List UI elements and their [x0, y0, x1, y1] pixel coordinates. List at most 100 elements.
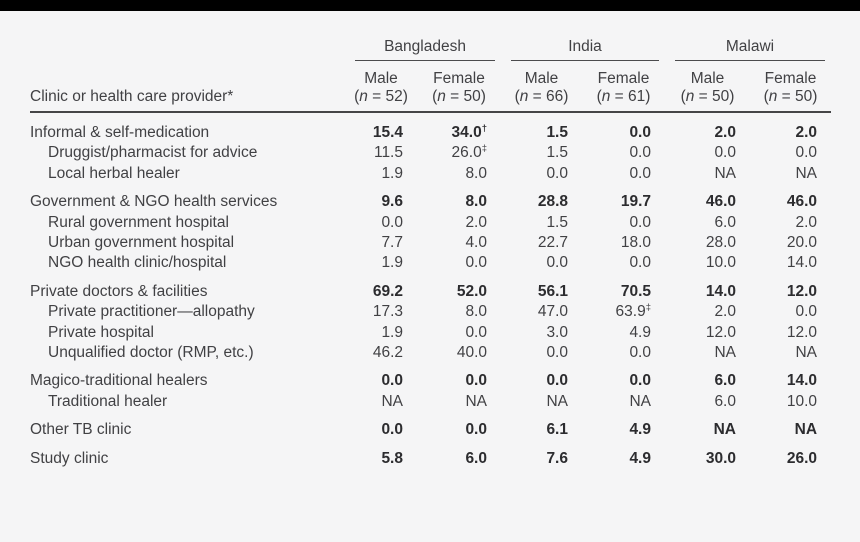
- value-cell: 6.0: [714, 213, 736, 231]
- value-cell: 28.0: [705, 234, 736, 252]
- table-row: Traditional healer NA NA NA NA 6.0 10.0: [30, 392, 831, 412]
- value-cell: 7.6: [546, 449, 568, 467]
- value-cell: 46.0: [786, 193, 818, 211]
- table-row: Informal & self-medication 15.4 34.0† 1.5 0.…: [30, 112, 831, 143]
- n-label: (n = 61): [596, 87, 651, 105]
- table-row: Local herbal healer 1.9 8.0 0.0 0.0 NA NA: [30, 164, 831, 184]
- value-cell: 7.7: [381, 234, 403, 252]
- footnote-marker: ‡: [481, 143, 487, 155]
- value-cell: NA: [713, 421, 736, 439]
- value-cell: NA: [794, 421, 818, 439]
- row-label: Government & NGO health services: [30, 193, 278, 211]
- table-row: NGO health clinic/hospital 1.9 0.0 0.0 0.0 10…: [30, 253, 831, 273]
- table-row: Unqualified doctor (RMP, etc.) 46.2 40.0 0.…: [30, 343, 831, 363]
- value-cell: 6.0: [714, 372, 736, 390]
- value-cell: 34.0†: [451, 122, 487, 141]
- table-row: Private doctors & facilities 69.2 52.0 56.1…: [30, 274, 831, 302]
- footnote-marker: †: [481, 122, 487, 134]
- table-row: Urban government hospital 7.7 4.0 22.7 18.0 2…: [30, 233, 831, 253]
- value-cell: 0.0: [465, 323, 487, 341]
- value-cell: 30.0: [705, 449, 736, 467]
- value-cell: 3.0: [546, 323, 568, 341]
- value-cell: 0.0: [381, 421, 403, 439]
- table-row: Rural government hospital 0.0 2.0 1.5 0.0 6.0…: [30, 213, 831, 233]
- value-cell: 0.0: [465, 254, 487, 272]
- col-header-india-male: Male (n = 66): [501, 61, 582, 113]
- row-label: Informal & self-medication: [30, 124, 210, 141]
- value-cell: 0.0: [546, 372, 568, 390]
- col-header-india-female: Female (n = 61): [582, 61, 665, 113]
- value-cell: NA: [381, 392, 403, 410]
- table-row: Private practitioner—allopathy 17.3 8.0 47.…: [30, 302, 831, 322]
- value-cell: 4.0: [465, 234, 487, 252]
- value-cell: 1.9: [381, 323, 403, 341]
- value-cell: 70.5: [620, 282, 651, 300]
- n-label: (n = 50): [432, 87, 486, 105]
- value-cell: 0.0: [629, 164, 651, 182]
- value-cell: 6.1: [546, 421, 568, 439]
- table-row: Private hospital 1.9 0.0 3.0 4.9 12.0 12.0: [30, 323, 831, 343]
- value-cell: 1.5: [546, 144, 568, 162]
- sex-label: Female: [433, 70, 485, 87]
- sex-label: Female: [764, 70, 817, 87]
- value-cell: 10.0: [705, 254, 736, 272]
- value-cell: 52.0: [456, 282, 487, 300]
- country-label: Malawi: [675, 38, 826, 61]
- value-cell: 19.7: [620, 193, 651, 211]
- value-cell: 6.0: [714, 392, 736, 410]
- n-label: (n = 50): [763, 87, 818, 105]
- footnote-marker: ‡: [645, 302, 651, 314]
- row-label: Urban government hospital: [48, 234, 235, 252]
- corner-cell: [30, 33, 345, 61]
- value-cell: 20.0: [786, 234, 818, 252]
- value-cell: NA: [465, 392, 487, 410]
- country-header-india: India: [501, 33, 665, 61]
- row-label: Traditional healer: [48, 392, 168, 410]
- value-cell: NA: [629, 392, 651, 410]
- value-cell: 46.0: [705, 193, 736, 211]
- row-label: Private doctors & facilities: [30, 282, 208, 300]
- value-cell: 0.0: [795, 144, 818, 162]
- row-label: Unqualified doctor (RMP, etc.): [48, 344, 254, 362]
- value-cell: 1.9: [381, 254, 403, 272]
- col-header-bangladesh-female: Female (n = 50): [417, 61, 501, 113]
- value-cell: NA: [546, 392, 568, 410]
- value-cell: 2.0: [465, 213, 487, 231]
- row-label: NGO health clinic/hospital: [48, 254, 227, 272]
- value-cell: 40.0: [456, 344, 487, 362]
- value-cell: 2.0: [714, 124, 736, 141]
- row-label: Rural government hospital: [48, 213, 229, 231]
- table-row: Study clinic 5.8 6.0 7.6 4.9 30.0 26.0: [30, 441, 831, 469]
- sex-label: Male: [690, 70, 725, 87]
- value-cell: 0.0: [381, 372, 403, 390]
- country-header-bangladesh: Bangladesh: [345, 33, 501, 61]
- sex-label: Male: [524, 70, 559, 87]
- top-crop-bar: [0, 0, 860, 11]
- value-cell: 0.0: [629, 124, 651, 141]
- value-cell: 17.3: [372, 303, 403, 321]
- sex-label: Male: [364, 70, 398, 87]
- n-label: (n = 52): [354, 87, 408, 105]
- value-cell: 0.0: [629, 344, 651, 362]
- value-cell: NA: [714, 344, 736, 362]
- value-cell: 12.0: [786, 323, 818, 341]
- value-cell: 2.0: [795, 124, 818, 141]
- value-cell: 26.0: [786, 449, 818, 467]
- value-cell: 4.9: [629, 421, 651, 439]
- value-cell: 0.0: [629, 254, 651, 272]
- value-cell: 56.1: [537, 282, 568, 300]
- value-cell: 63.9‡: [615, 302, 651, 321]
- value-cell: 12.0: [786, 282, 818, 300]
- n-label: (n = 50): [680, 87, 735, 105]
- value-cell: 14.0: [705, 282, 736, 300]
- value-cell: 0.0: [629, 144, 651, 162]
- country-header-row: Bangladesh India Malawi: [30, 33, 831, 61]
- value-cell: 8.0: [465, 303, 487, 321]
- value-cell: 0.0: [546, 254, 568, 272]
- value-cell: 5.8: [381, 449, 403, 467]
- n-label: (n = 66): [514, 87, 569, 105]
- row-label: Private practitioner—allopathy: [48, 303, 255, 321]
- col-header-malawi-male: Male (n = 50): [665, 61, 750, 113]
- value-cell: 11.5: [373, 144, 403, 162]
